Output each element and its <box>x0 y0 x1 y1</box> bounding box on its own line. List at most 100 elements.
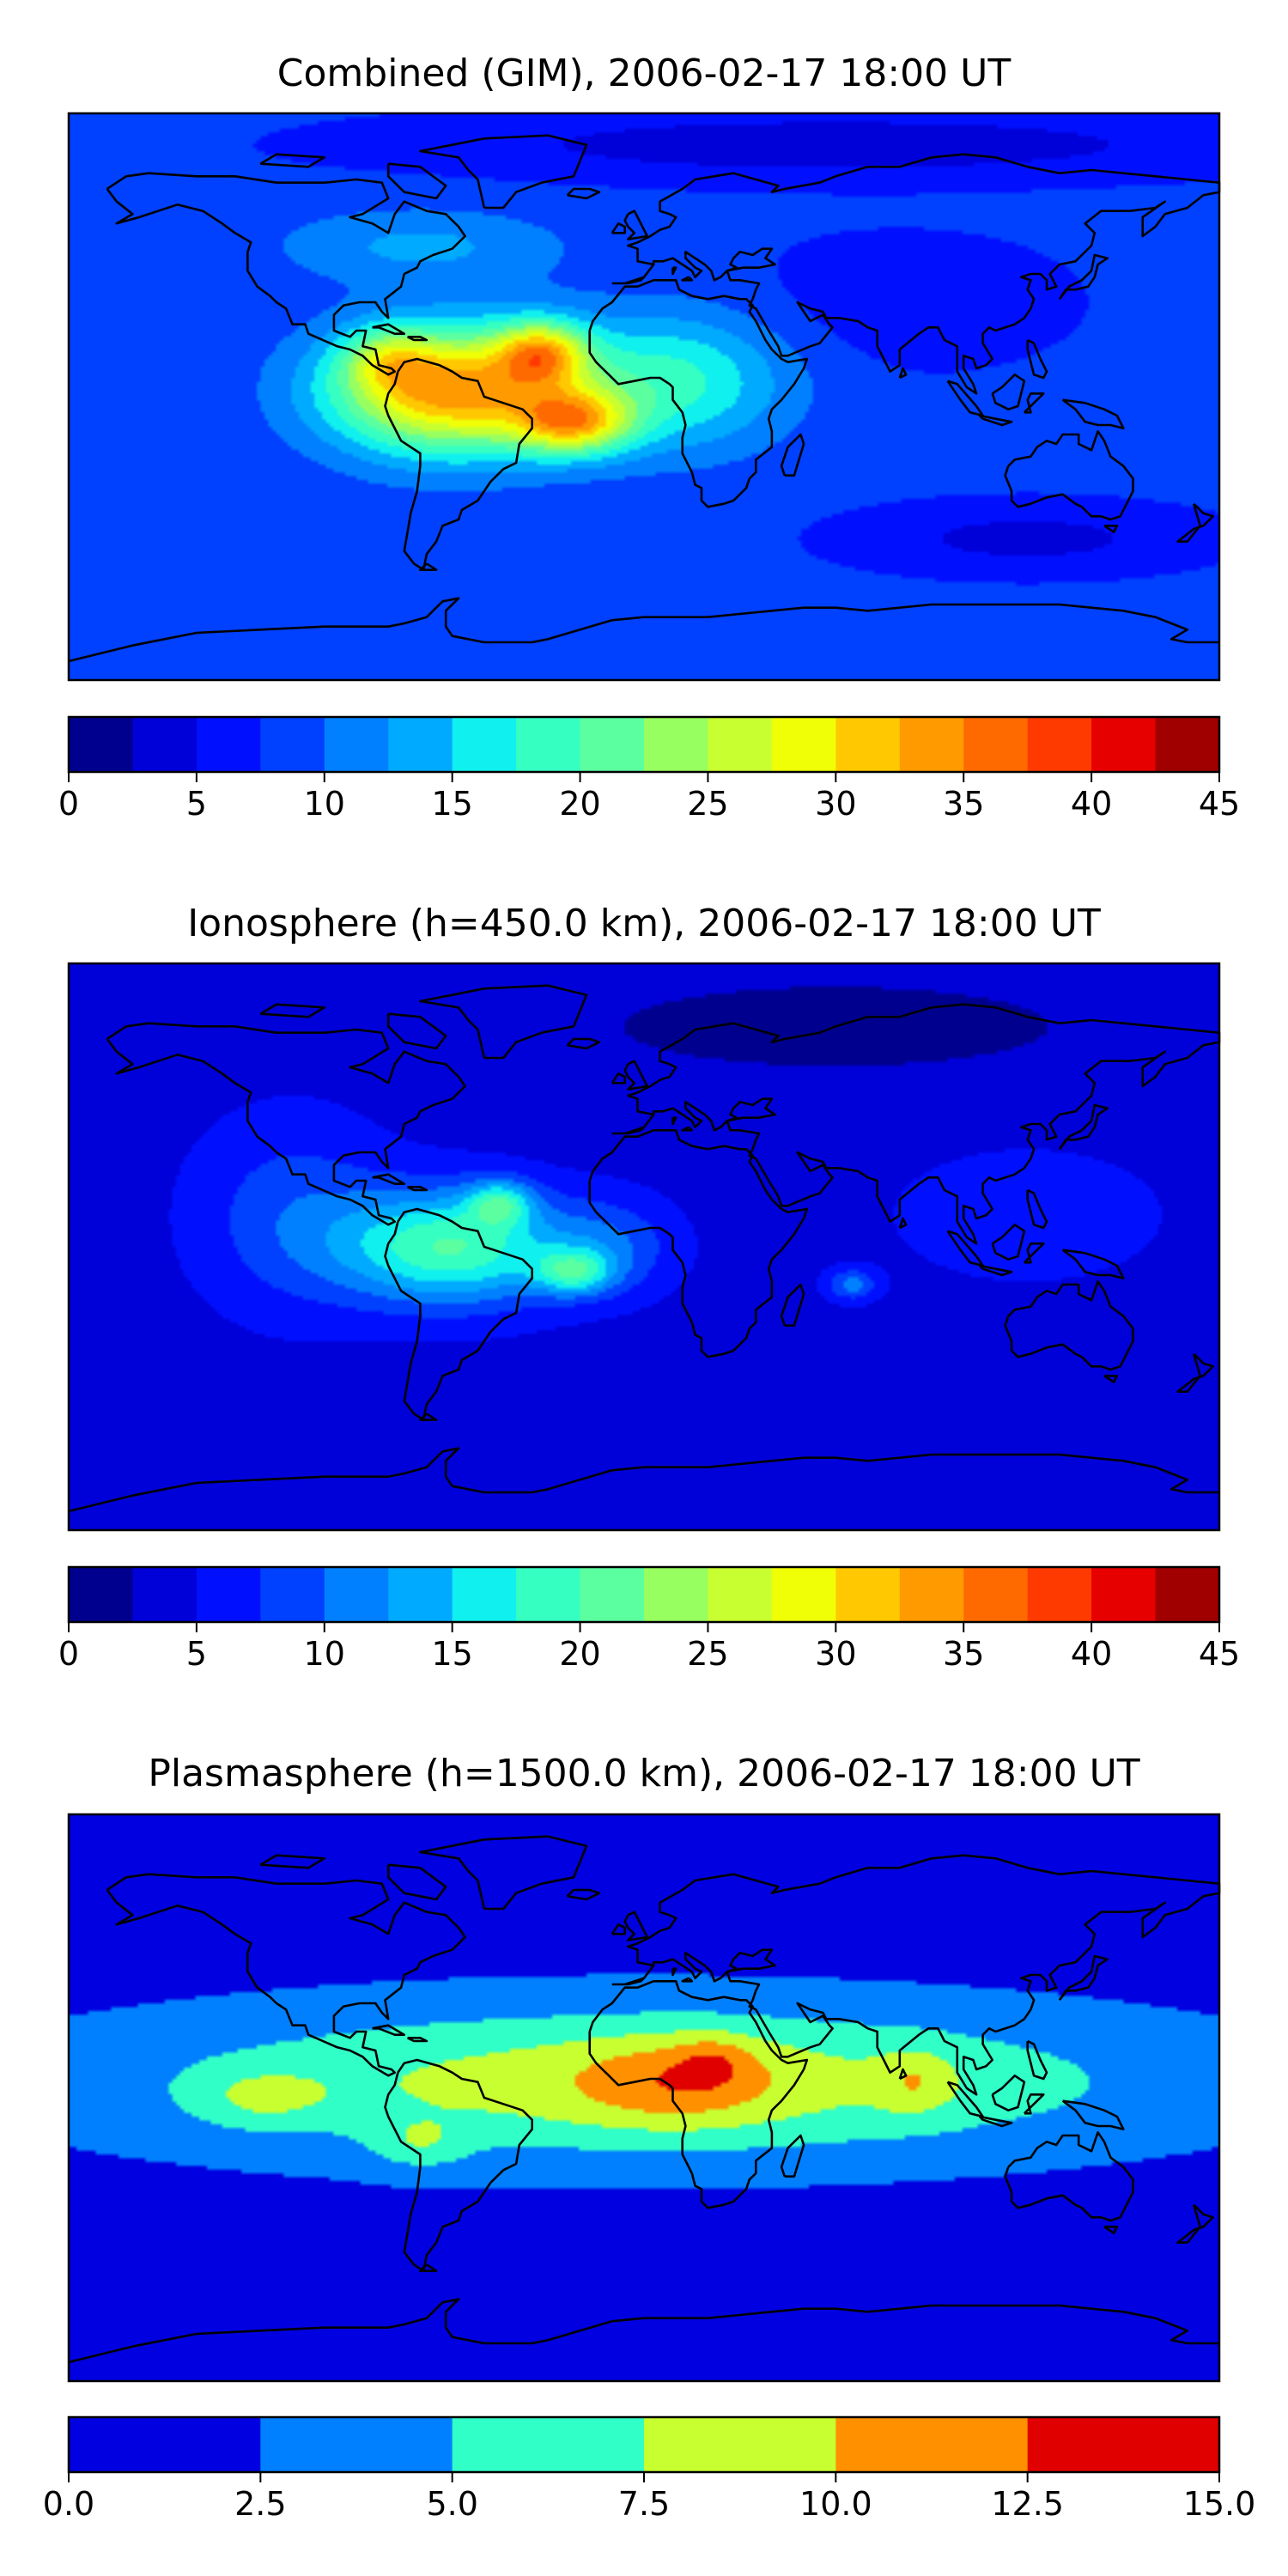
colorbar-swatch <box>132 717 197 772</box>
coastline <box>68 1447 1219 1513</box>
map-frame <box>67 1813 1221 2383</box>
coastline <box>978 1264 1013 1277</box>
coastline <box>259 153 326 168</box>
coastlines <box>68 984 1221 1513</box>
coastline <box>611 1003 1221 1245</box>
colorbar-swatch <box>260 717 325 772</box>
colorbar-tick-label: 35 <box>943 785 984 823</box>
colorbar-tick-label: 10.0 <box>799 2485 872 2523</box>
colorbar-tick-label: 5.0 <box>426 2485 477 2523</box>
colorbar-swatch <box>1027 1567 1092 1622</box>
colorbar-swatch <box>644 2417 836 2472</box>
colorbar-tick-label: 10 <box>304 1635 345 1673</box>
coastline <box>611 222 627 234</box>
coastline <box>419 1835 588 1911</box>
coastline <box>1004 1280 1134 1371</box>
colorbar-tick-label: 5 <box>186 1635 207 1673</box>
colorbar-swatch <box>260 2417 453 2472</box>
colorbar-swatch <box>1091 1567 1157 1622</box>
tec-map <box>67 962 1221 1532</box>
colorbar-tick-label: 35 <box>943 1635 984 1673</box>
coastline <box>407 2037 428 2043</box>
colorbar-tick-label: 20 <box>559 785 600 823</box>
colorbar-swatch <box>835 1567 901 1622</box>
coastline <box>1103 2226 1119 2234</box>
coastline <box>671 1967 677 1977</box>
colorbar-swatch <box>69 2417 261 2472</box>
coastline <box>386 162 447 200</box>
coastline <box>384 2058 534 2272</box>
colorbar-tick-label: 10 <box>304 785 345 823</box>
coastline <box>1176 2203 1214 2244</box>
coastline <box>978 2115 1013 2128</box>
colorbar-swatch <box>452 717 517 772</box>
tec-field <box>69 1814 1219 2381</box>
panel-title: Combined (GIM), 2006-02-17 18:00 UT <box>277 52 1012 95</box>
coastline <box>671 266 677 276</box>
colorbar-tick-label: 0 <box>58 1635 79 1673</box>
coastline <box>259 1854 326 1869</box>
colorbar-swatch <box>644 717 709 772</box>
tec-field <box>69 963 1219 1530</box>
colorbar: 0 5 10 15 20 25 30 35 40 45 <box>58 715 1240 823</box>
coastline <box>991 1224 1026 1261</box>
coastline <box>991 373 1026 411</box>
tec-map <box>67 1813 1221 2383</box>
coastline <box>898 367 908 380</box>
coastline <box>372 2024 406 2036</box>
coastline <box>588 1980 809 2209</box>
colorbar-swatch <box>835 2417 1029 2472</box>
colorbar-frame <box>67 1565 1221 1624</box>
colorbar-swatch <box>388 717 453 772</box>
coastline <box>419 984 588 1060</box>
coastline <box>1026 1188 1048 1230</box>
map-frame <box>67 962 1221 1532</box>
colorbar-frame <box>67 715 1221 774</box>
coastline <box>566 1888 601 1901</box>
coastline <box>68 597 1219 663</box>
colorbar-swatch <box>708 1567 773 1622</box>
colorbar-tick-label: 15 <box>431 1635 472 1673</box>
colorbar-swatch <box>963 717 1029 772</box>
colorbar-swatch <box>835 717 901 772</box>
colorbar-tick-label: 25 <box>687 785 728 823</box>
coastline <box>681 276 694 282</box>
coastline <box>611 153 1221 395</box>
coastline <box>898 2068 908 2081</box>
coastline <box>419 562 438 572</box>
colorbar-tick-label: 20 <box>559 1635 600 1673</box>
colorbar-swatch <box>644 1567 709 1622</box>
coastline <box>588 1129 809 1358</box>
colorbar-swatch <box>580 1567 645 1622</box>
colorbar-tick-label: 15 <box>431 785 472 823</box>
coastline <box>1004 2131 1134 2222</box>
coastline <box>623 1060 649 1091</box>
coastline <box>1023 392 1045 414</box>
colorbar: 0.0 2.5 5.0 7.5 10.0 12.5 15.0 <box>43 2415 1256 2523</box>
coastline <box>978 414 1013 427</box>
colorbar-tick-label: 30 <box>815 1635 856 1673</box>
coastline <box>611 1854 1221 2096</box>
coastline <box>588 278 809 508</box>
colorbar-tick-label: 40 <box>1071 1635 1112 1673</box>
coastline <box>1061 398 1125 430</box>
coastline <box>419 1413 438 1421</box>
coastline <box>372 323 406 336</box>
coastline <box>384 1207 534 1421</box>
coastline <box>681 1977 694 1983</box>
panel-plasmasphere: Plasmasphere (h=1500.0 km), 2006-02-17 1… <box>43 1752 1256 2523</box>
coastline <box>407 335 428 342</box>
colorbar-swatch <box>69 1567 134 1622</box>
colorbar-tick-label: 7.5 <box>618 2485 670 2523</box>
coastlines <box>68 134 1221 663</box>
coastline <box>1061 1249 1125 1279</box>
colorbar-swatch <box>1027 2417 1220 2472</box>
tec-field <box>69 113 1219 680</box>
coastline <box>106 172 466 376</box>
coastline <box>419 2263 438 2272</box>
colorbar-tick-label: 15.0 <box>1183 2485 1256 2523</box>
coastline <box>1023 2093 1045 2115</box>
coastline <box>611 1923 627 1935</box>
colorbar-tick-label: 30 <box>815 785 856 823</box>
